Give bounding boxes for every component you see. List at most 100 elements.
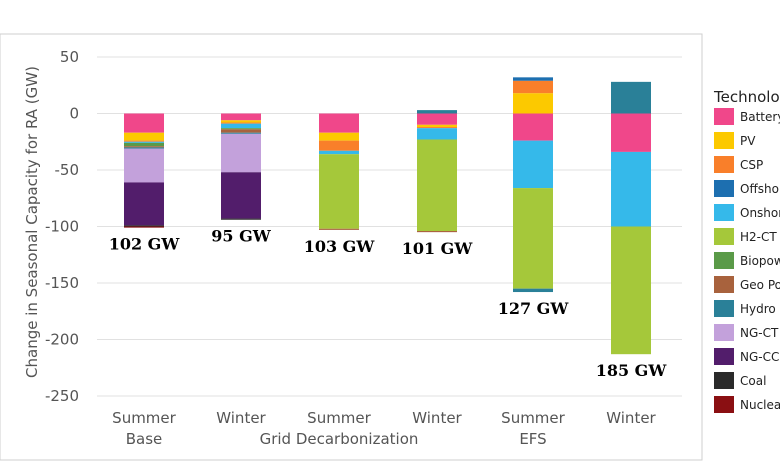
legend-title: Technolo: [713, 88, 780, 106]
legend: Battery PV CSP Offsho Onshor H2-CT Biopow Geo P…: [714, 108, 780, 413]
bar-segment: [221, 123, 261, 129]
total-annotation: 95 GW: [211, 227, 272, 246]
legend-label: PV: [740, 134, 756, 148]
bar-segment: [417, 127, 457, 129]
bar-segment: [124, 132, 164, 141]
legend-label: Hydro: [740, 302, 776, 316]
x-group-label: EFS: [519, 430, 546, 448]
bar-segment: [417, 124, 457, 128]
legend-swatch: [714, 300, 734, 317]
legend-swatch: [714, 396, 734, 413]
bar-segment: [124, 148, 164, 183]
bar-segment: [221, 120, 261, 123]
bar-segment: [611, 113, 651, 152]
y-axis-ticks: 50 0 -50 -100 -150 -200 -250: [45, 48, 79, 405]
legend-swatch: [714, 204, 734, 221]
y-tick-label: 0: [69, 105, 79, 123]
bar-segment: [513, 113, 553, 141]
bar-segment: [513, 93, 553, 114]
legend-swatch: [714, 252, 734, 269]
legend-swatch: [714, 324, 734, 341]
total-annotations: 102 GW 95 GW 103 GW 101 GW 127 GW 185 GW: [109, 227, 668, 380]
bar-segment: [124, 146, 164, 148]
bar-segment: [221, 218, 261, 220]
total-annotation: 101 GW: [402, 239, 474, 258]
legend-label: CSP: [740, 158, 763, 172]
plot-frame: [0, 33, 703, 461]
bar-segment: [124, 147, 164, 149]
bar-segment: [513, 140, 553, 189]
legend-swatch: [714, 228, 734, 245]
x-category-label: Winter: [216, 409, 266, 427]
y-tick-label: -100: [45, 218, 79, 236]
legend-swatch: [714, 276, 734, 293]
x-group-label: Base: [126, 430, 163, 448]
total-annotation: 103 GW: [304, 237, 376, 256]
bar-segment: [319, 140, 359, 151]
bar-segment: [513, 188, 553, 289]
bar-segment: [124, 142, 164, 147]
legend-swatch: [714, 372, 734, 389]
bar-segment: [417, 128, 457, 140]
x-axis-groups: Base Grid Decarbonization EFS: [126, 430, 547, 448]
legend-label: Nuclea: [740, 398, 780, 412]
total-annotation: 185 GW: [596, 361, 668, 380]
bar-segment: [124, 141, 164, 143]
bar-segment: [319, 150, 359, 155]
bar-segment: [124, 140, 164, 142]
bar-segment: [124, 226, 164, 228]
legend-label: Geo Po: [740, 278, 780, 292]
legend-swatch: [714, 108, 734, 125]
legend-label: Offsho: [740, 182, 779, 196]
x-axis-categories: Summer Winter Summer Winter Summer Winter: [112, 409, 656, 427]
legend-swatch: [714, 180, 734, 197]
bar-segment: [513, 288, 553, 293]
x-category-label: Summer: [307, 409, 371, 427]
bar-segment: [221, 129, 261, 133]
bar-segment: [124, 182, 164, 226]
x-group-label: Grid Decarbonization: [260, 430, 419, 448]
x-category-label: Summer: [501, 409, 565, 427]
bar-segment: [221, 172, 261, 219]
legend-label: Biopow: [740, 254, 780, 268]
bar-segment: [513, 77, 553, 81]
gridlines: [97, 56, 682, 397]
legend-swatch: [714, 156, 734, 173]
legend-label: NG-CC: [740, 350, 779, 364]
bar-segment: [319, 228, 359, 230]
bar-segment: [221, 128, 261, 130]
bar-segment: [221, 113, 261, 121]
legend-swatch: [714, 132, 734, 149]
bar-segment: [417, 110, 457, 114]
legend-swatch: [714, 348, 734, 365]
bar-stacks: [124, 77, 651, 355]
bar-segment: [124, 225, 164, 227]
legend-label: H2-CT: [740, 230, 777, 244]
bar-segment: [319, 154, 359, 229]
y-tick-label: -150: [45, 274, 79, 292]
bar-segment: [417, 139, 457, 232]
x-category-label: Winter: [606, 409, 656, 427]
y-axis-label: Change in Seasonal Capacity for RA (GW): [23, 66, 41, 378]
legend-label: Battery: [740, 110, 780, 124]
y-tick-label: 50: [60, 48, 79, 66]
bar-segment: [417, 113, 457, 125]
bar-segment: [221, 132, 261, 134]
legend-label: NG-CT: [740, 326, 779, 340]
y-tick-label: -250: [45, 387, 79, 405]
bar-segment: [319, 132, 359, 141]
legend-label: Coal: [740, 374, 766, 388]
bar-segment: [611, 226, 651, 355]
x-category-label: Winter: [412, 409, 462, 427]
bar-segment: [221, 122, 261, 124]
bar-segment: [319, 113, 359, 133]
bar-segment: [513, 80, 553, 94]
total-annotation: 127 GW: [498, 299, 570, 318]
y-tick-label: -50: [55, 161, 80, 179]
y-tick-label: -200: [45, 331, 79, 349]
total-annotation: 102 GW: [109, 235, 181, 254]
x-category-label: Summer: [112, 409, 176, 427]
bar-segment: [221, 133, 261, 173]
bar-segment: [417, 231, 457, 233]
